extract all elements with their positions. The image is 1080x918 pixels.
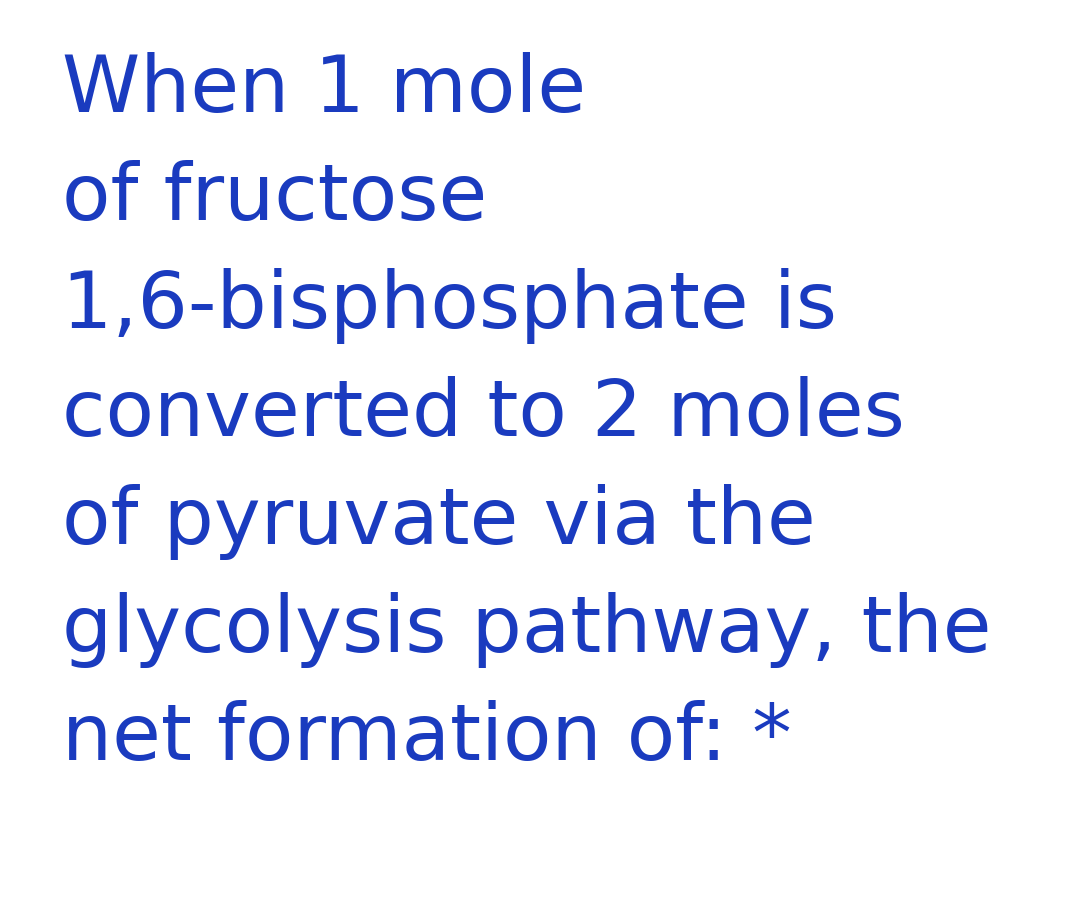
Text: of fructose: of fructose	[62, 160, 487, 236]
Text: glycolysis pathway, the: glycolysis pathway, the	[62, 592, 991, 668]
Text: of pyruvate via the: of pyruvate via the	[62, 484, 815, 560]
Text: 1,6-bisphosphate is: 1,6-bisphosphate is	[62, 268, 837, 344]
Text: net formation of: *: net formation of: *	[62, 700, 792, 776]
Text: When 1 mole: When 1 mole	[62, 52, 586, 128]
Text: converted to 2 moles: converted to 2 moles	[62, 376, 905, 452]
